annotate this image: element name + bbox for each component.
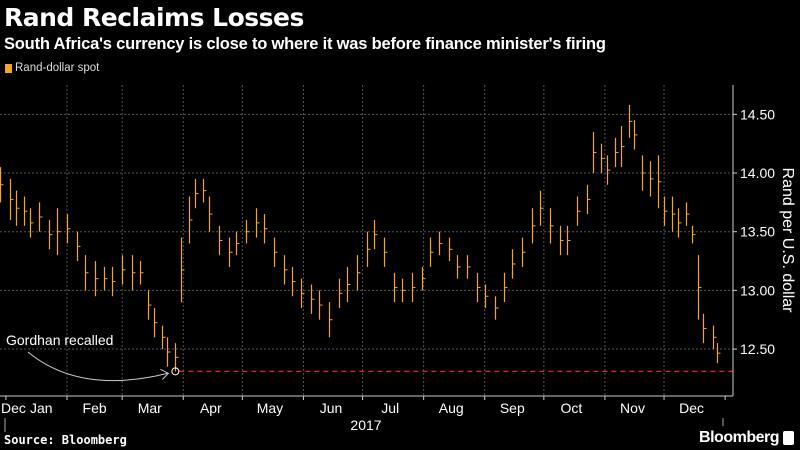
- x-tick-label: Dec: [679, 400, 704, 416]
- legend: Rand-dollar spot: [5, 61, 99, 75]
- legend-label: Rand-dollar spot: [15, 62, 100, 74]
- y-tick-label: 12.50: [740, 341, 775, 357]
- gridlines: [0, 85, 733, 396]
- annotation-label: Gordhan recalled: [6, 332, 113, 348]
- x-tick-label: Oct: [561, 400, 583, 416]
- legend-swatch: [5, 63, 12, 73]
- bloomberg-mark-icon: [783, 430, 794, 445]
- x-tick-label: Dec: [1, 400, 26, 416]
- x-tick-label: Nov: [620, 400, 645, 416]
- chart-title: Rand Reclaims Losses: [4, 3, 304, 32]
- x-tick-label: Jan: [30, 400, 53, 416]
- x-tick-label: Aug: [439, 400, 464, 416]
- y-tick-label: 14.50: [740, 106, 775, 122]
- x-tick-label: Jun: [320, 400, 343, 416]
- x-tick-label: May: [257, 400, 283, 416]
- annotation-arrow: [27, 351, 168, 382]
- x-tick-label: Feb: [83, 400, 107, 416]
- bloomberg-logo: Bloomberg: [699, 428, 794, 447]
- x-axis-year-label: 2017: [350, 417, 381, 433]
- x-tick-label: Jul: [381, 400, 399, 416]
- brand-name: Bloomberg: [699, 429, 779, 446]
- y-tick-label: 13.50: [740, 224, 775, 240]
- x-tick-label: Mar: [138, 400, 162, 416]
- annotation-marker: [171, 367, 180, 376]
- price-bars: [0, 104, 721, 372]
- y-tick-label: 13.00: [740, 282, 775, 298]
- x-tick-label: Sep: [500, 400, 525, 416]
- chart-subtitle: South Africa's currency is close to wher…: [4, 35, 606, 53]
- y-axis-label: Rand per U.S. dollar: [779, 168, 796, 314]
- source-note: Source: Bloomberg: [4, 433, 127, 447]
- y-tick-label: 14.00: [740, 165, 775, 181]
- arrowhead-icon: [160, 368, 170, 380]
- x-tick-label: Apr: [200, 400, 222, 416]
